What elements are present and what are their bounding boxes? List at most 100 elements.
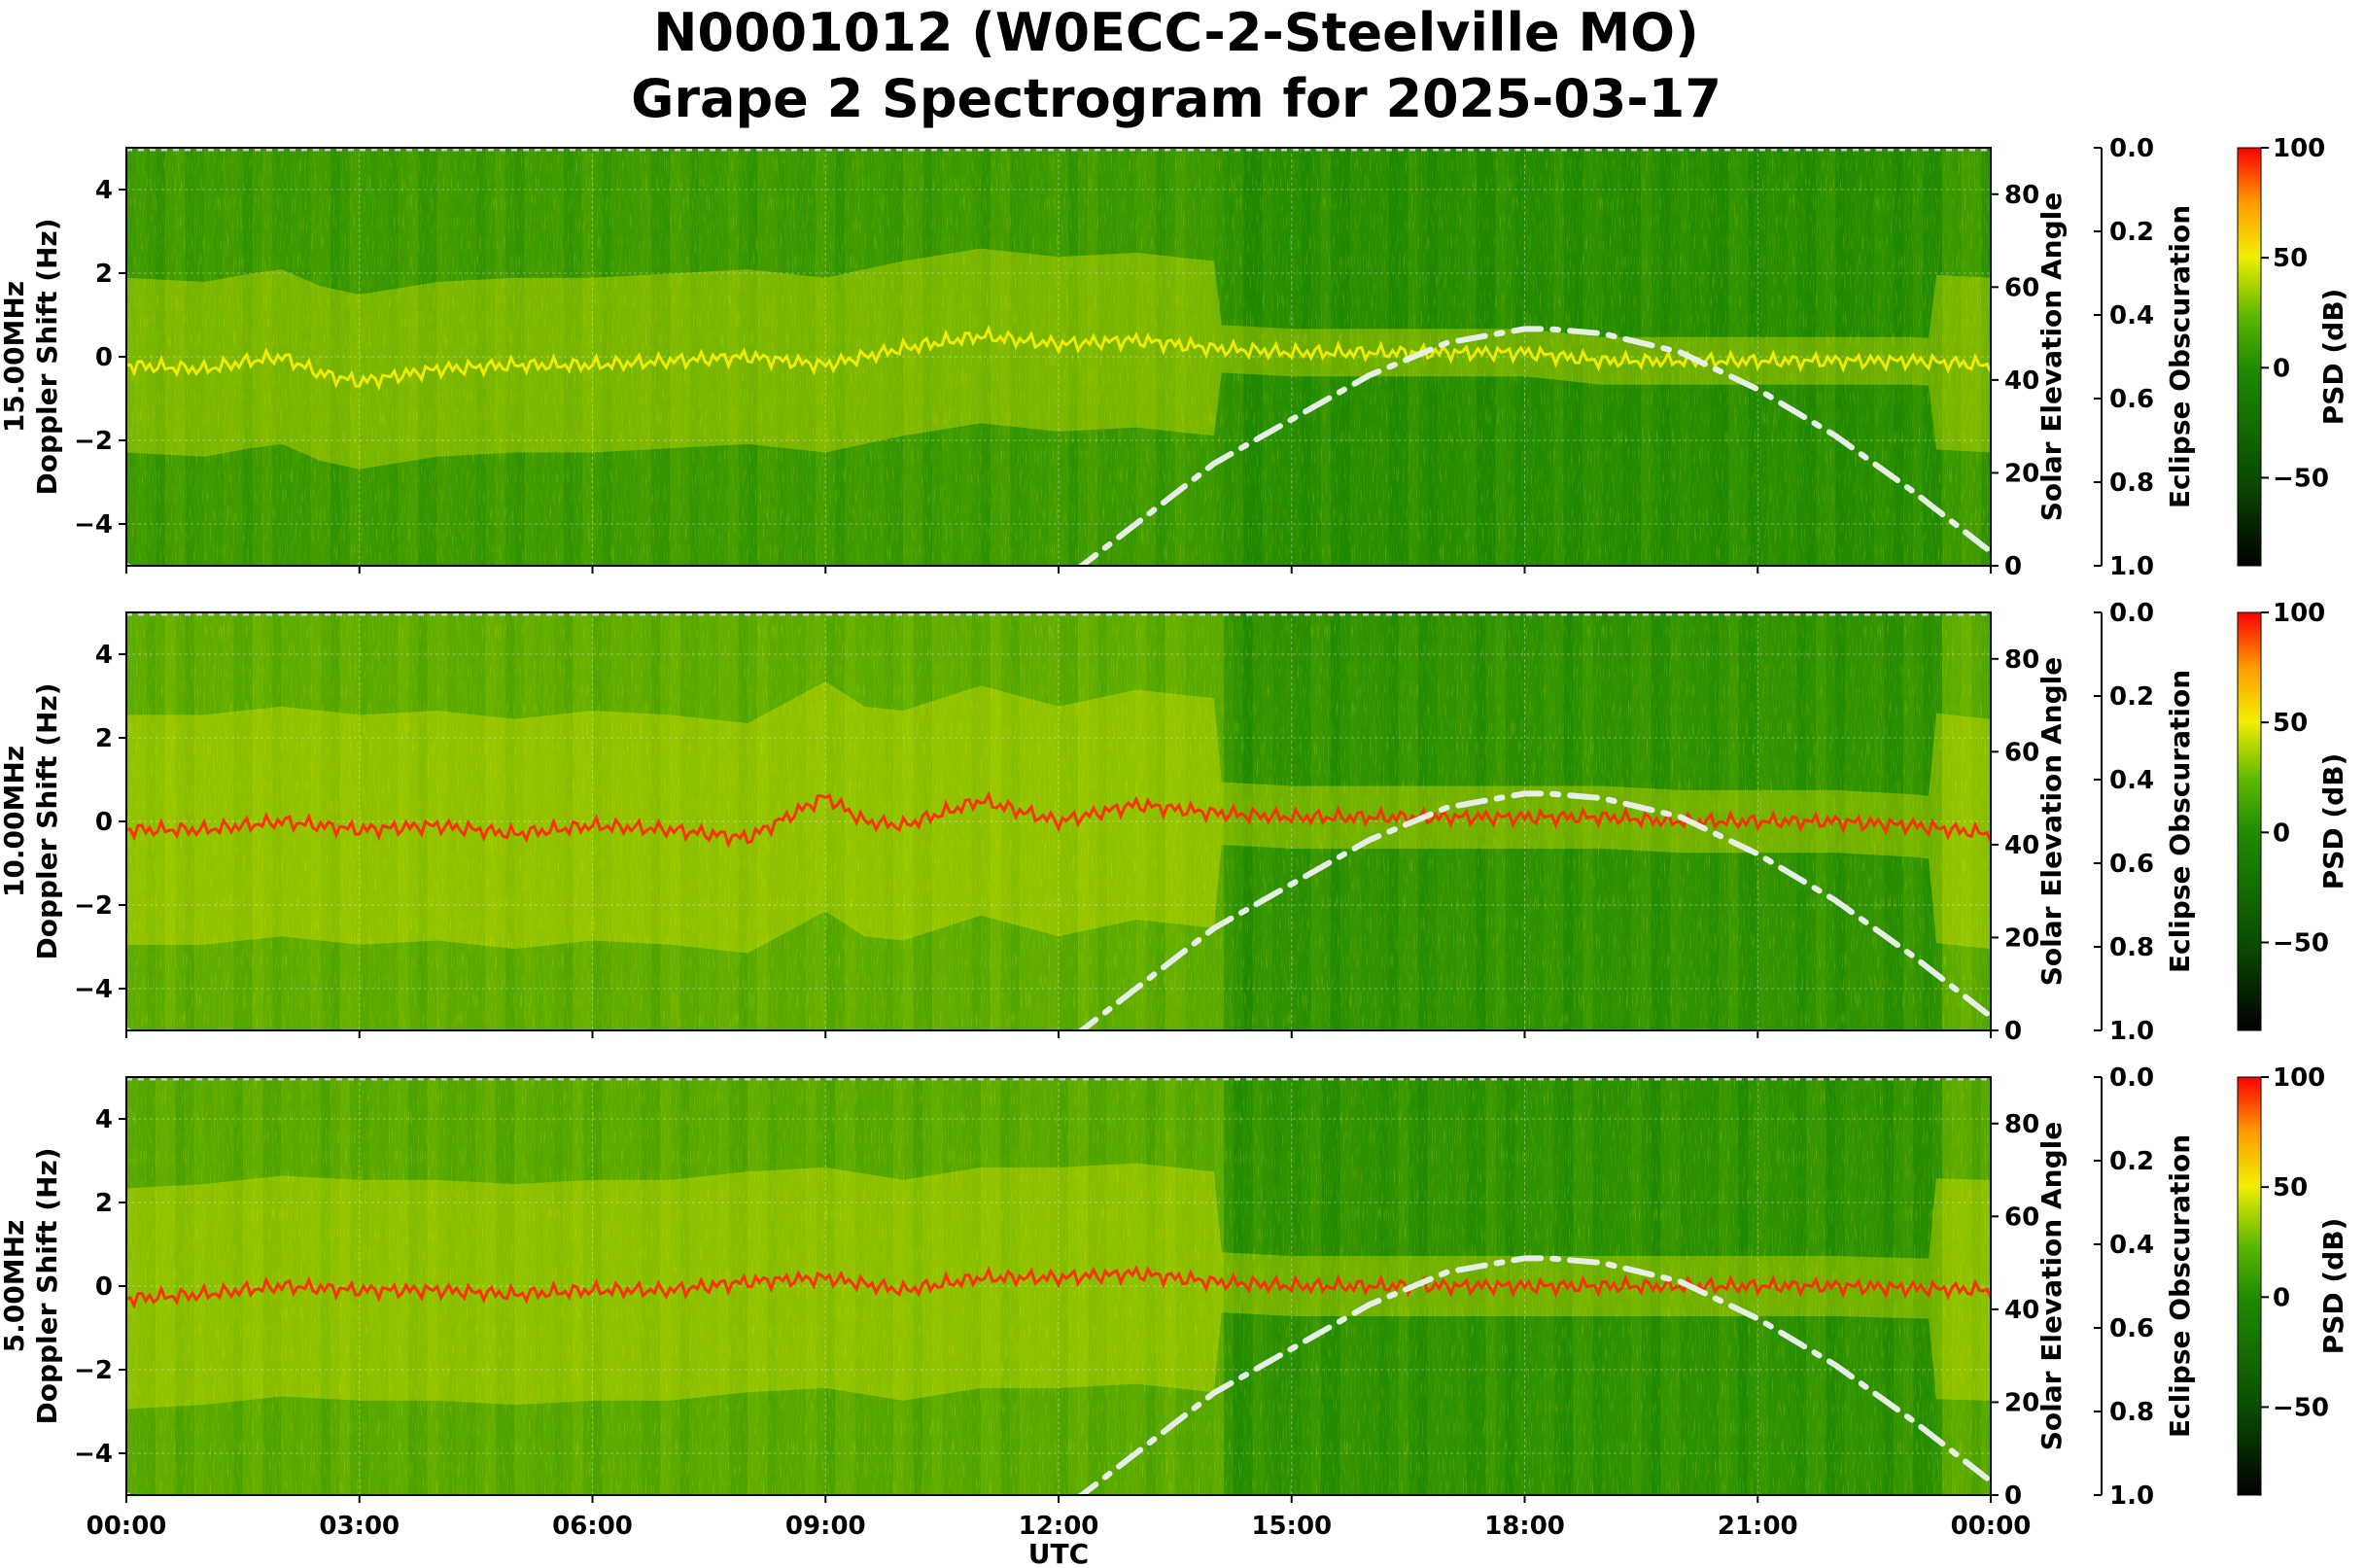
psd-colorbar [2237,1076,2262,1496]
eclipse-tick-label: 0.8 [2109,933,2154,962]
solar-tick-label: 20 [2004,1388,2039,1417]
doppler-carrier-trace [126,790,1991,849]
figure-title-line2: Grape 2 Spectrogram for 2025-03-17 [631,68,1722,129]
x-tick-label: 06:00 [552,1512,633,1541]
spectrogram-plot-area [126,612,1991,1030]
eclipse-tick-label: 0.6 [2109,385,2154,414]
eclipse-tick-label: 0.2 [2109,218,2154,247]
eclipse-tick-label: 0.6 [2109,850,2154,879]
colorbar-label: PSD (dB) [2317,753,2349,890]
psd-colorbar [2237,147,2262,567]
solar-tick-label: 80 [2004,1110,2039,1139]
x-tick-label: 09:00 [785,1512,866,1541]
solar-elevation-curve [126,1255,1991,1495]
solar-axis-label: Solar Elevation Angle [2035,192,2068,521]
y-tick-label: 2 [95,260,113,289]
colorbar-tick-label: 50 [2273,1173,2308,1202]
colorbar-tick-label: 100 [2273,1063,2325,1093]
doppler-axis-label: Doppler Shift (Hz) [31,218,63,495]
doppler-axis-label: Doppler Shift (Hz) [31,1147,63,1424]
colorbar-tick-label: 0 [2273,1283,2290,1312]
x-tick-label: 00:00 [87,1512,167,1541]
spectrogram-plot-area [126,148,1991,566]
y-tick-label: −4 [74,975,113,1004]
spectrogram-noise [126,148,1991,566]
solar-tick-label: 20 [2004,459,2039,488]
figure-title-line1: N0001012 (W0ECC-2-Steelville MO) [653,2,1699,63]
colorbar-tick-label: 50 [2273,709,2308,738]
solar-tick-label: 60 [2004,273,2039,302]
colorbar-tick-label: 0 [2273,354,2290,383]
panel-frequency-label: 5.00MHz [0,1220,30,1353]
solar-tick-label: 20 [2004,923,2039,953]
eclipse-tick-label: 0.0 [2109,134,2154,163]
solar-tick-label: 0 [2004,552,2022,581]
colorbar-tick-label: 100 [2273,599,2325,628]
eclipse-tick-label: 0.2 [2109,682,2154,712]
y-tick-label: −2 [74,891,113,921]
panel-frequency-label: 15.00MHz [0,281,30,433]
colorbar-tick-label: 50 [2273,244,2308,273]
y-tick-label: 0 [95,343,113,372]
eclipse-tick-label: 0.8 [2109,469,2154,498]
panel-3: 420−2−45.00MHz Doppler Shift (Hz)80604020… [0,1063,2349,1568]
colorbar-tick-label: 0 [2273,819,2290,848]
colorbar-label: PSD (dB) [2317,289,2349,426]
colorbar-label: PSD (dB) [2317,1218,2349,1355]
eclipse-tick-label: 0.4 [2109,1231,2154,1260]
eclipse-axis-label: Eclipse Obscuration [2164,1134,2196,1438]
x-tick-label: 21:00 [1718,1512,1798,1541]
eclipse-tick-label: 0.4 [2109,301,2154,331]
y-tick-label: −4 [74,510,113,540]
eclipse-tick-label: 0.0 [2109,599,2154,628]
x-tick-label: 18:00 [1484,1512,1565,1541]
y-tick-label: 2 [95,1189,113,1218]
eclipse-axis-label: Eclipse Obscuration [2164,670,2196,973]
solar-elevation-curve [126,326,1991,566]
colorbar-tick-label: −50 [2273,1393,2329,1422]
eclipse-tick-label: 0.0 [2109,1063,2154,1093]
solar-tick-label: 80 [2004,181,2039,210]
x-tick-label: 12:00 [1019,1512,1099,1541]
solar-tick-label: 40 [2004,1296,2039,1325]
eclipse-tick-label: 1.0 [2109,1017,2154,1046]
doppler-carrier-trace [126,1265,1991,1309]
eclipse-tick-label: 0.4 [2109,766,2154,795]
panel-2: 420−2−410.00MHz Doppler Shift (Hz)8060402… [0,599,2349,1046]
panels-group: 420−2−415.00MHz Doppler Shift (Hz)8060402… [0,134,2349,1568]
solar-axis-label: Solar Elevation Angle [2035,1122,2068,1450]
colorbar-tick-label: 100 [2273,134,2325,163]
doppler-axis-label: Doppler Shift (Hz) [31,682,63,959]
y-tick-label: 4 [95,1105,113,1134]
eclipse-tick-label: 1.0 [2109,1481,2154,1511]
solar-elevation-curve [126,790,1991,1030]
solar-tick-label: 40 [2004,831,2039,860]
solar-tick-label: 60 [2004,738,2039,767]
x-tick-label: 15:00 [1251,1512,1332,1541]
eclipse-tick-label: 0.8 [2109,1398,2154,1427]
y-tick-label: −2 [74,427,113,456]
spectrogram-plot-area [126,1077,1991,1495]
y-tick-label: 0 [95,1272,113,1302]
solar-tick-label: 40 [2004,366,2039,396]
solar-tick-label: 80 [2004,645,2039,675]
solar-tick-label: 0 [2004,1481,2022,1511]
panel-1: 420−2−415.00MHz Doppler Shift (Hz)8060402… [0,134,2349,581]
solar-tick-label: 0 [2004,1017,2022,1046]
eclipse-axis-label: Eclipse Obscuration [2164,205,2196,508]
y-tick-label: 4 [95,641,113,670]
y-tick-label: 0 [95,808,113,837]
y-tick-label: 4 [95,176,113,205]
colorbar-tick-label: −50 [2273,928,2329,958]
y-tick-label: 2 [95,724,113,753]
y-tick-label: −2 [74,1356,113,1385]
solar-tick-label: 60 [2004,1202,2039,1232]
y-tick-label: −4 [74,1440,113,1469]
eclipse-tick-label: 1.0 [2109,552,2154,581]
doppler-carrier-trace [126,324,1991,392]
solar-axis-label: Solar Elevation Angle [2035,657,2068,986]
eclipse-tick-label: 0.6 [2109,1314,2154,1343]
x-tick-label: 03:00 [319,1512,400,1541]
psd-colorbar [2237,611,2262,1031]
